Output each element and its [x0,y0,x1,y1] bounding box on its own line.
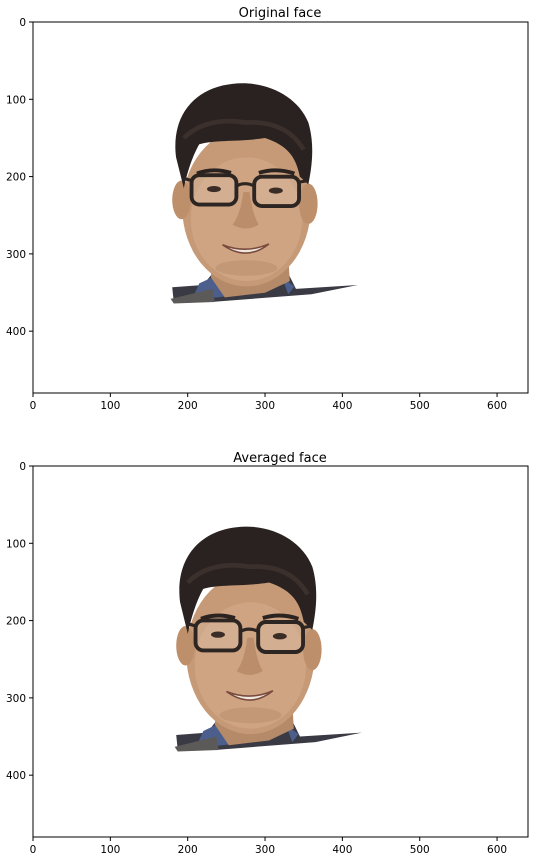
y-tick-label: 200 [6,172,26,184]
x-tick-label: 200 [178,400,198,412]
plot-frame [32,465,529,838]
y-tick-label: 300 [6,693,26,705]
y-tick-label: 400 [6,326,26,338]
plot-frame [32,21,529,394]
x-tick-label: 0 [30,844,37,856]
y-tick-label: 100 [6,94,26,106]
x-tick-label: 500 [410,844,430,856]
face-image [33,22,528,393]
x-tick-label: 0 [30,400,37,412]
y-tick-label: 0 [19,461,26,473]
x-tick-label: 300 [255,844,275,856]
y-tick-label: 200 [6,616,26,628]
x-tick-label: 200 [178,844,198,856]
panel-averaged: Averaged face 0 100 200 300 400 500 600 0 100 200… [6,451,529,856]
panel-title: Original face [239,6,322,21]
face-image [33,466,528,837]
panel-original: Original face 0 100 200 300 400 500 600 0 100 200… [6,6,529,412]
x-tick-label: 500 [410,400,430,412]
x-tick-label: 100 [100,844,120,856]
x-tick-label: 400 [332,844,352,856]
axis-ticks: 0 100 200 300 400 500 600 0 100 200 300 400 [6,17,507,412]
x-tick-label: 400 [332,400,352,412]
y-tick-label: 0 [19,17,26,29]
x-tick-label: 100 [100,400,120,412]
axis-ticks: 0 100 200 300 400 500 600 0 100 200 300 400 [6,461,507,856]
y-tick-label: 300 [6,249,26,261]
panel-title: Averaged face [233,451,326,466]
x-tick-label: 600 [487,844,507,856]
x-tick-label: 600 [487,400,507,412]
y-tick-label: 100 [6,538,26,550]
x-tick-label: 300 [255,400,275,412]
y-tick-label: 400 [6,770,26,782]
